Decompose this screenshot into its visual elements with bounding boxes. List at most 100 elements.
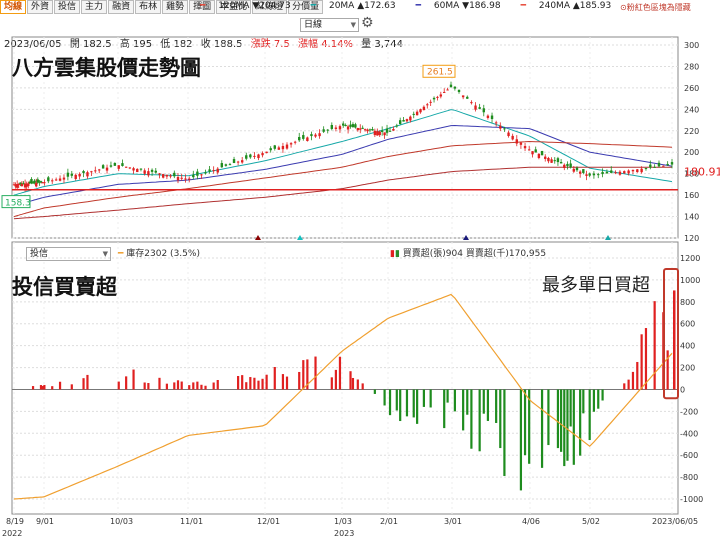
tab-6[interactable]: 雞勢 (162, 0, 189, 14)
candle-body (486, 115, 490, 118)
tab-9[interactable]: 紅綠燈 (252, 0, 288, 14)
candle-body (409, 116, 412, 121)
candle-body (597, 174, 600, 176)
flow-bar (569, 389, 572, 427)
candle-body (368, 129, 372, 131)
flow-bar (143, 382, 146, 390)
flow-bar (200, 384, 203, 390)
flow-bar (503, 389, 506, 476)
candle-body (220, 163, 224, 168)
candle-body (499, 125, 502, 129)
candle-body (306, 137, 309, 142)
candle-body (228, 164, 232, 166)
high-label-box (422, 64, 456, 78)
x-tick-label: 12/01 (257, 517, 280, 526)
flow-bar (188, 385, 191, 390)
candle-body (631, 169, 635, 172)
tab-2[interactable]: 投信 (54, 0, 81, 14)
candle-body (547, 157, 550, 162)
flow-bar (176, 380, 180, 390)
candle-body (614, 172, 617, 174)
flow-bar (443, 389, 446, 429)
candle-body (670, 162, 674, 165)
tab-8[interactable]: 本益比 (216, 0, 252, 14)
tab-3[interactable]: 主力 (81, 0, 108, 14)
candle-body (101, 165, 105, 169)
flow-bar (579, 389, 582, 456)
tab-0[interactable]: 均線 (0, 0, 27, 14)
flow-bar (257, 380, 260, 390)
candle-body (338, 126, 342, 130)
flow-tick-label: 1000 (680, 276, 700, 285)
candle-body (563, 164, 566, 168)
flow-bar (399, 389, 402, 422)
candle-body (180, 177, 183, 179)
flow-bar (588, 389, 591, 441)
flow-bar (482, 389, 485, 414)
event-marker-icon (297, 235, 303, 240)
x-tick-label: 3/01 (444, 517, 462, 526)
candle-body (62, 177, 66, 180)
candle-body (605, 171, 609, 174)
flow-bar (237, 375, 240, 390)
flow-bar (395, 389, 398, 411)
candle-body (588, 173, 591, 176)
x-tick-label: 10/03 (110, 517, 133, 526)
tab-5[interactable]: 布林 (135, 0, 162, 14)
flow-bar (86, 374, 89, 390)
inst-select-value: 投信 (30, 249, 49, 259)
candle-body (326, 129, 329, 131)
flow-bar (192, 382, 195, 390)
candle-body (124, 166, 128, 168)
low-label: 158.3 (5, 199, 31, 209)
flow-bar (388, 389, 392, 416)
flow-bar (158, 377, 161, 390)
candle-body (109, 165, 113, 167)
tab-10[interactable]: 分價量 (288, 0, 324, 14)
candle-body (15, 184, 19, 188)
candle-body (422, 106, 426, 111)
candle-body (31, 182, 35, 184)
candle-body (232, 159, 236, 164)
flow-bar (373, 389, 376, 394)
flow-bar (416, 389, 419, 424)
candle-body (449, 84, 453, 88)
candle-body (257, 154, 260, 159)
candle-body (578, 171, 582, 174)
candle-body (240, 160, 244, 163)
candle-body (388, 130, 392, 132)
flow-bar (636, 361, 639, 390)
tab-4[interactable]: 融資 (108, 0, 135, 14)
flow-bar (43, 384, 46, 390)
candle-body (346, 126, 350, 130)
period-select[interactable]: 日線 ▼ (300, 18, 359, 32)
flow-bar (547, 389, 550, 446)
flow-bar (298, 371, 301, 390)
price-tick-label: 260 (684, 84, 699, 93)
flow-bar (261, 378, 264, 390)
candle-body (351, 124, 355, 128)
candle-body (200, 174, 203, 176)
ma-legend-item-1: ━ 20MA ▲172.63 (310, 1, 396, 11)
candle-body (143, 170, 146, 174)
flow-bar (540, 389, 544, 468)
max-buy-highlight (663, 267, 679, 400)
candle-body (402, 120, 405, 122)
candle-body (361, 127, 364, 129)
tab-1[interactable]: 外資 (27, 0, 54, 14)
candle-body (453, 86, 457, 89)
candle-body (494, 122, 498, 124)
flow-bar (563, 389, 566, 467)
inst-select[interactable]: 投信 ▼ (26, 247, 111, 261)
flow-tick-label: 600 (680, 320, 695, 329)
flow-bar (212, 382, 215, 390)
candle-body (38, 181, 41, 183)
flow-bar (453, 389, 456, 412)
candle-body (610, 170, 613, 173)
candle-body (376, 131, 379, 136)
gear-icon[interactable]: ⚙ (361, 15, 374, 31)
price-tick-label: 300 (684, 41, 699, 50)
tab-7[interactable]: 擇圖 (189, 0, 216, 14)
candle-body (373, 130, 377, 136)
